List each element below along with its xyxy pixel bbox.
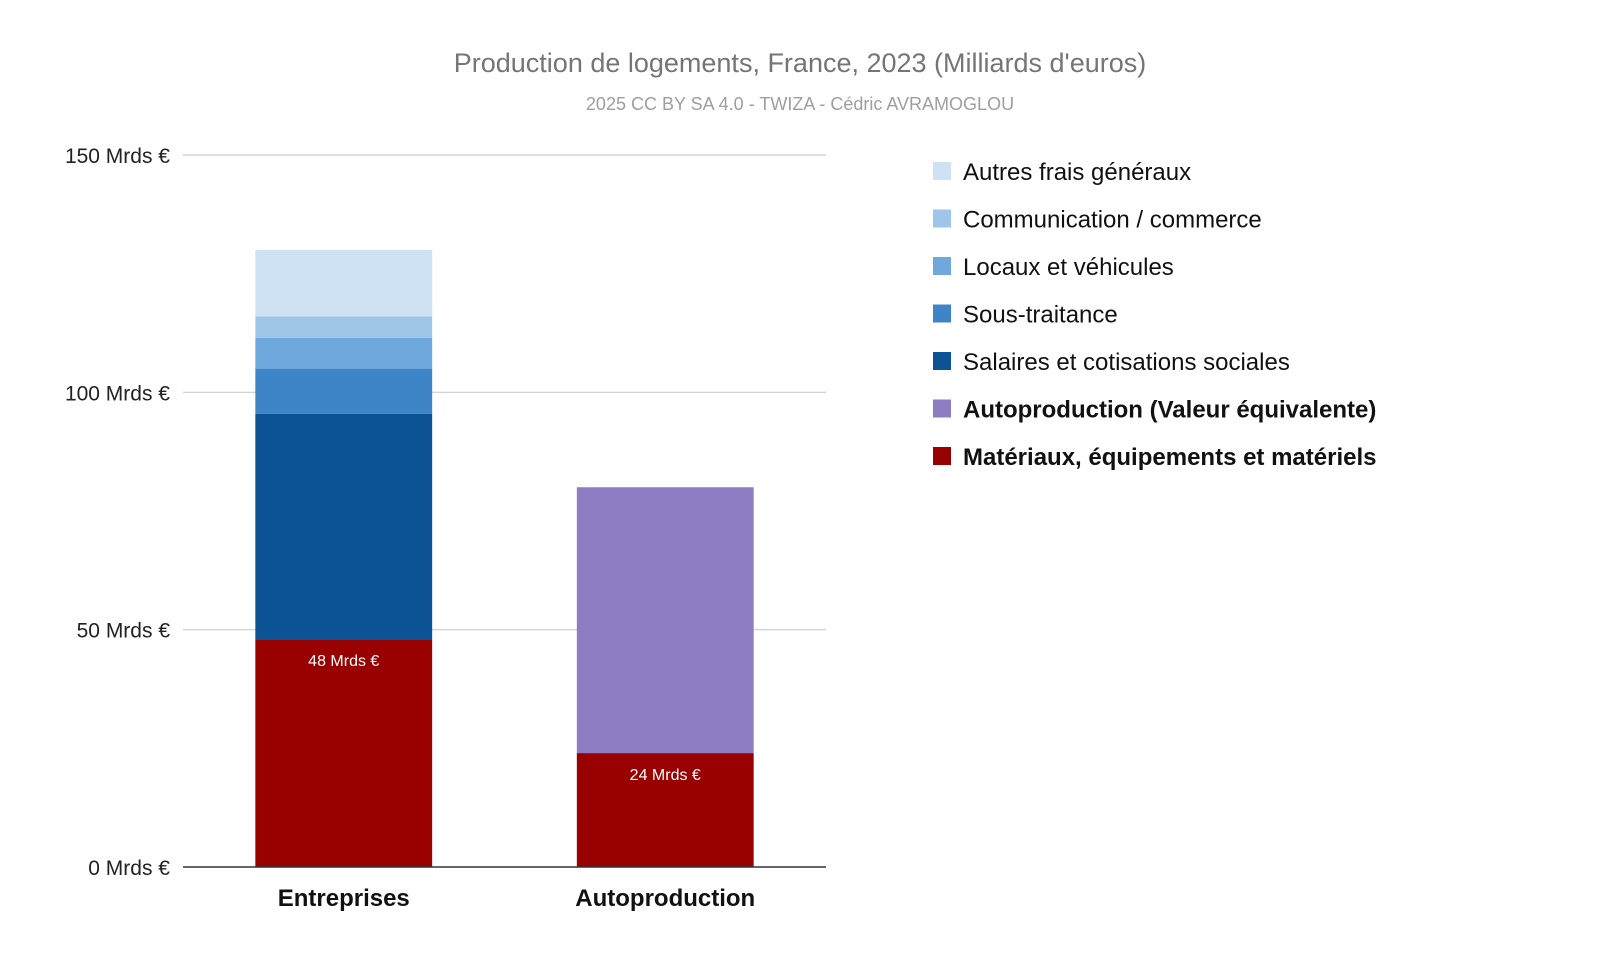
legend-swatch [933,352,951,370]
bar-segment [255,316,433,338]
data-label: 48 Mrds € [308,653,379,670]
y-tick-label: 50 Mrds € [77,620,171,643]
legend: Autres frais généraux Communication / com… [933,159,1376,471]
x-tick-label: Autoproduction [575,885,755,912]
data-label: 24 Mrds € [630,767,701,784]
legend-swatch [933,257,951,275]
bar-segment [255,249,433,317]
bar-segment [255,368,433,414]
data-labels: 48 Mrds € 24 Mrds € [308,653,701,784]
bar-segment [255,639,433,867]
legend-item-label: Autoproduction (Valeur équivalente) [963,397,1376,424]
legend-swatch [933,304,951,323]
y-tick-label: 0 Mrds € [88,857,170,880]
bar-segment [576,487,754,754]
bar-segment [255,337,433,369]
bar-segment [255,413,433,640]
legend-swatch [933,162,951,180]
x-tick-label: Entreprises [278,885,410,912]
bars [255,249,754,867]
axes: 0 Mrds € 50 Mrds € 100 Mrds € 150 Mrds € Ent… [65,145,826,912]
legend-item-label: Sous-traitance [963,302,1118,329]
legend-item-label: Locaux et véhicules [963,254,1174,281]
legend-swatch [933,399,951,418]
legend-item-label: Autres frais généraux [963,159,1191,186]
legend-item-label: Salaires et cotisations sociales [963,349,1290,376]
chart-title: Production de logements, France, 2023 (M… [454,48,1147,78]
legend-swatch [933,447,951,465]
y-tick-label: 150 Mrds € [65,145,170,168]
legend-item-label: Matériaux, équipements et matériels [963,444,1376,471]
bar-segment [576,753,754,867]
chart-subtitle: 2025 CC BY SA 4.0 - TWIZA - Cédric AVRAM… [586,94,1014,114]
y-tick-label: 100 Mrds € [65,382,170,405]
legend-item-label: Communication / commerce [963,207,1262,234]
legend-swatch [933,209,951,228]
